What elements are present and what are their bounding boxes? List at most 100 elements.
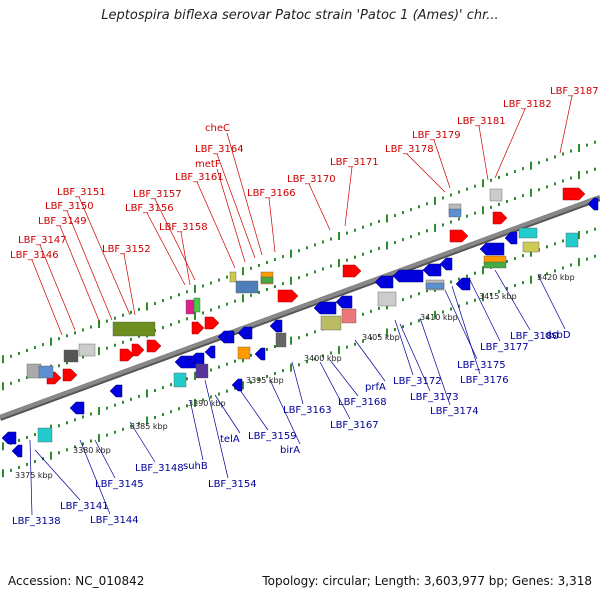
strand-dot: [458, 277, 460, 281]
strand-dot: [450, 307, 452, 311]
strand-dot: [42, 343, 44, 347]
strand-dot: [386, 241, 388, 250]
strand-dot: [202, 398, 204, 402]
strand-dot: [106, 346, 108, 350]
strand-dot: [298, 276, 300, 280]
strand-dot: [2, 382, 4, 391]
gene-label-reverse: dsbD: [545, 330, 571, 341]
strand-dot: [378, 333, 380, 337]
strand-dot: [314, 270, 316, 274]
kbp-tick-label: 3395 kbp: [246, 376, 284, 385]
strand-dot: [386, 328, 388, 337]
label-leader: [123, 253, 136, 316]
kbp-tick-label: 3420 kbp: [537, 273, 575, 282]
strand-dot: [170, 383, 172, 387]
strand-dot: [274, 372, 276, 376]
strand-dot: [546, 185, 548, 189]
forward-gene: [62, 368, 78, 382]
reverse-gene: [237, 326, 253, 340]
strand-dot: [234, 359, 236, 363]
label-leader: [216, 168, 246, 263]
gene-block: [275, 332, 287, 348]
strand-dot: [306, 360, 308, 364]
strand-dot: [586, 230, 588, 234]
gene-block: [448, 208, 462, 218]
strand-dot: [386, 214, 388, 223]
gene-label-forward: LBF_3170: [287, 174, 336, 185]
label-leader: [494, 108, 526, 179]
gene-label-reverse: LBF_3175: [457, 360, 506, 371]
strand-dot: [10, 381, 12, 385]
strand-dot: [586, 257, 588, 261]
gene-label-reverse: LBF_3173: [410, 392, 459, 403]
strand-dot: [434, 310, 436, 319]
strand-dot: [458, 304, 460, 308]
strand-dot: [218, 305, 220, 309]
strand-dot: [74, 445, 76, 449]
strand-dot: [282, 282, 284, 286]
strand-dot: [290, 363, 292, 372]
label-leader: [394, 319, 414, 376]
gene-label-reverse: LBF_3174: [430, 406, 479, 417]
label-leader: [59, 225, 101, 324]
backbone-line: [0, 195, 600, 419]
kbp-tick-label: 3390 kbp: [188, 399, 226, 408]
strand-dot: [122, 313, 124, 317]
strand-dot: [538, 188, 540, 192]
strand-dot: [266, 374, 268, 378]
strand-dot: [66, 334, 68, 338]
label-leader: [354, 339, 386, 382]
strand-dot: [546, 158, 548, 162]
strand-dot: [370, 249, 372, 253]
strand-dot: [554, 155, 556, 159]
gene-block: [260, 276, 274, 284]
reverse-gene: [587, 197, 599, 211]
gene-label-forward: LBF_3147: [18, 235, 67, 246]
strand-dot: [154, 416, 156, 420]
label-leader: [469, 279, 501, 342]
strand-dot: [194, 371, 196, 380]
gene-label-reverse: LBF_3148: [135, 463, 184, 474]
strand-dot: [170, 323, 172, 327]
forward-gene: [204, 316, 220, 330]
label-leader: [291, 361, 304, 405]
forward-gene: [191, 321, 205, 335]
gene-features: [1, 187, 599, 458]
strand-dot: [418, 232, 420, 236]
strand-dot: [410, 235, 412, 239]
strand-dot: [74, 331, 76, 335]
kbp-ticks: 3375 kbp 3380 kbp 3385 kbp 3390 kbp 3395 kbp…: [15, 273, 575, 480]
strand-dot: [394, 214, 396, 218]
strand-dot: [298, 336, 300, 340]
gene-label-forward: LBF_3166: [247, 188, 296, 199]
strand-dot: [226, 389, 228, 393]
strand-dot: [66, 448, 68, 452]
label-leader: [269, 379, 301, 445]
gene-label-reverse: LBF_3172: [393, 376, 442, 387]
strand-dot: [274, 345, 276, 349]
strand-dot: [474, 211, 476, 215]
strand-dot: [18, 438, 20, 442]
strand-dot: [170, 410, 172, 414]
strand-dot: [578, 231, 580, 240]
strand-dot: [450, 193, 452, 197]
strand-dot: [242, 294, 244, 303]
strand-dot: [546, 272, 548, 276]
label-leaders: [29, 95, 573, 516]
strand-dot: [330, 351, 332, 355]
gene-block: [341, 308, 357, 324]
label-leader: [433, 139, 451, 189]
strand-dot: [322, 240, 324, 244]
strand-dot: [442, 196, 444, 200]
gene-block: [425, 282, 445, 290]
gene-label-forward: metF: [195, 159, 221, 170]
strand-dot: [258, 263, 260, 267]
label-leader: [39, 244, 76, 331]
strand-dot: [170, 296, 172, 300]
strand-dot: [138, 307, 140, 311]
reverse-gene: [231, 378, 243, 392]
gene-block: [229, 271, 237, 283]
strand-dot: [66, 421, 68, 425]
strand-dot: [426, 316, 428, 320]
label-leader: [239, 389, 269, 431]
